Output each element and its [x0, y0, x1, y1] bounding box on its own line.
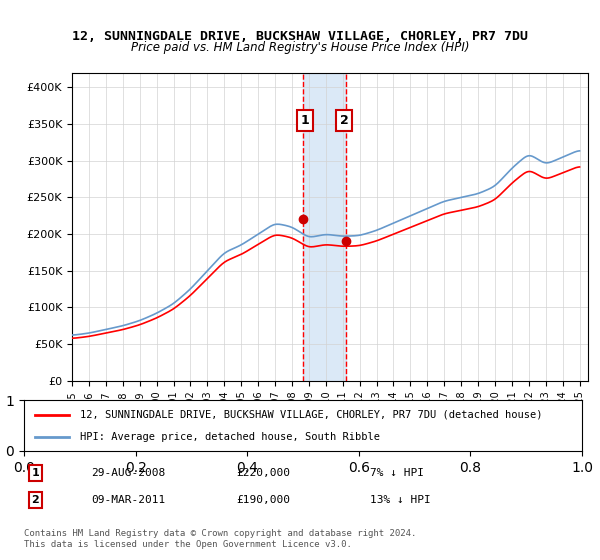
Text: 2: 2	[31, 495, 39, 505]
Text: 7% ↓ HPI: 7% ↓ HPI	[370, 468, 424, 478]
Text: 2: 2	[340, 114, 349, 127]
Text: 13% ↓ HPI: 13% ↓ HPI	[370, 495, 431, 505]
Text: 29-AUG-2008: 29-AUG-2008	[91, 468, 165, 478]
Text: Contains HM Land Registry data © Crown copyright and database right 2024.
This d: Contains HM Land Registry data © Crown c…	[24, 529, 416, 549]
Bar	[303, 73, 346, 381]
Text: 09-MAR-2011: 09-MAR-2011	[91, 495, 165, 505]
Text: HPI: Average price, detached house, South Ribble: HPI: Average price, detached house, Sout…	[80, 432, 380, 442]
Text: 1: 1	[31, 468, 39, 478]
Text: 1: 1	[301, 114, 309, 127]
Text: £220,000: £220,000	[236, 468, 290, 478]
Text: 12, SUNNINGDALE DRIVE, BUCKSHAW VILLAGE, CHORLEY, PR7 7DU (detached house): 12, SUNNINGDALE DRIVE, BUCKSHAW VILLAGE,…	[80, 409, 542, 419]
Text: £190,000: £190,000	[236, 495, 290, 505]
Text: Price paid vs. HM Land Registry's House Price Index (HPI): Price paid vs. HM Land Registry's House …	[131, 41, 469, 54]
Text: 12, SUNNINGDALE DRIVE, BUCKSHAW VILLAGE, CHORLEY, PR7 7DU: 12, SUNNINGDALE DRIVE, BUCKSHAW VILLAGE,…	[72, 30, 528, 43]
